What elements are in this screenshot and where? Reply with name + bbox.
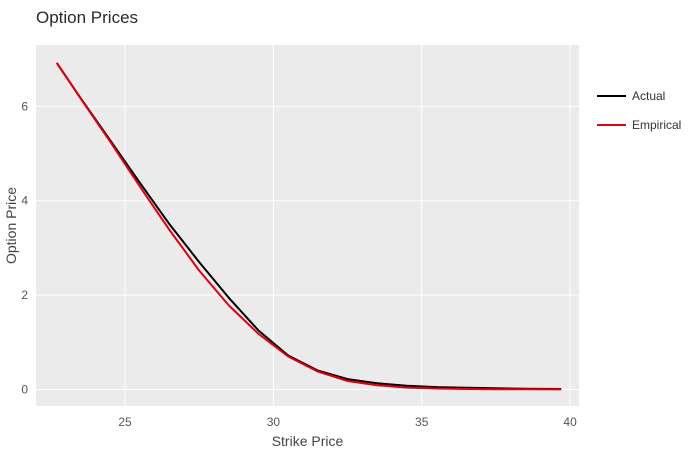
legend-item-actual[interactable]: Actual [597, 89, 665, 103]
y-tick-label: 4 [21, 194, 28, 208]
x-tick-label: 40 [563, 415, 577, 429]
tick-labels: 25 30 35 40 0 2 4 6 [21, 99, 577, 429]
legend-label: Actual [632, 89, 665, 103]
legend[interactable]: Actual Empirical [597, 89, 681, 132]
grid-lines [36, 45, 579, 406]
legend-label: Empirical [632, 118, 681, 132]
y-axis-title: Option Price [3, 187, 19, 264]
y-tick-label: 0 [21, 382, 28, 396]
x-tick-label: 35 [415, 415, 429, 429]
chart-title: Option Prices [36, 8, 138, 27]
series-line-empirical [55, 62, 562, 391]
x-tick-label: 30 [267, 415, 281, 429]
series-lines [55, 62, 562, 391]
plot-area [36, 45, 579, 406]
y-tick-label: 2 [21, 288, 28, 302]
x-tick-label: 25 [118, 415, 132, 429]
y-tick-label: 6 [21, 99, 28, 113]
x-axis-title: Strike Price [272, 433, 344, 449]
legend-item-empirical[interactable]: Empirical [597, 118, 681, 132]
